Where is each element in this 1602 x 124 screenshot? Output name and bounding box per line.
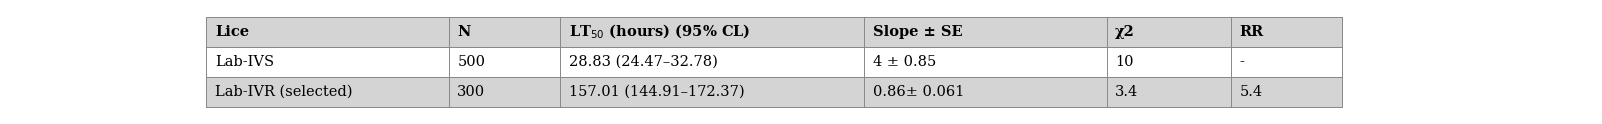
Bar bbox=[207, 47, 1342, 77]
Text: N: N bbox=[457, 25, 471, 39]
Bar bbox=[207, 77, 1342, 107]
Text: χ2: χ2 bbox=[1115, 25, 1136, 39]
Text: Lab-IVR (selected): Lab-IVR (selected) bbox=[215, 85, 352, 99]
Text: 28.83 (24.47–32.78): 28.83 (24.47–32.78) bbox=[569, 55, 718, 69]
Text: Lice: Lice bbox=[215, 25, 250, 39]
Text: 157.01 (144.91–172.37): 157.01 (144.91–172.37) bbox=[569, 85, 745, 99]
Text: 10: 10 bbox=[1115, 55, 1134, 69]
Text: 300: 300 bbox=[457, 85, 485, 99]
Text: Lab-IVS: Lab-IVS bbox=[215, 55, 274, 69]
Text: LT$_{50}$ (hours) (95% CL): LT$_{50}$ (hours) (95% CL) bbox=[569, 23, 750, 41]
Text: -: - bbox=[1240, 55, 1245, 69]
Text: Slope ± SE: Slope ± SE bbox=[873, 25, 963, 39]
Text: 0.86± 0.061: 0.86± 0.061 bbox=[873, 85, 964, 99]
Bar bbox=[207, 17, 1342, 47]
Text: 3.4: 3.4 bbox=[1115, 85, 1139, 99]
Text: RR: RR bbox=[1240, 25, 1264, 39]
Text: 4 ± 0.85: 4 ± 0.85 bbox=[873, 55, 937, 69]
Text: 500: 500 bbox=[457, 55, 485, 69]
Text: 5.4: 5.4 bbox=[1240, 85, 1262, 99]
